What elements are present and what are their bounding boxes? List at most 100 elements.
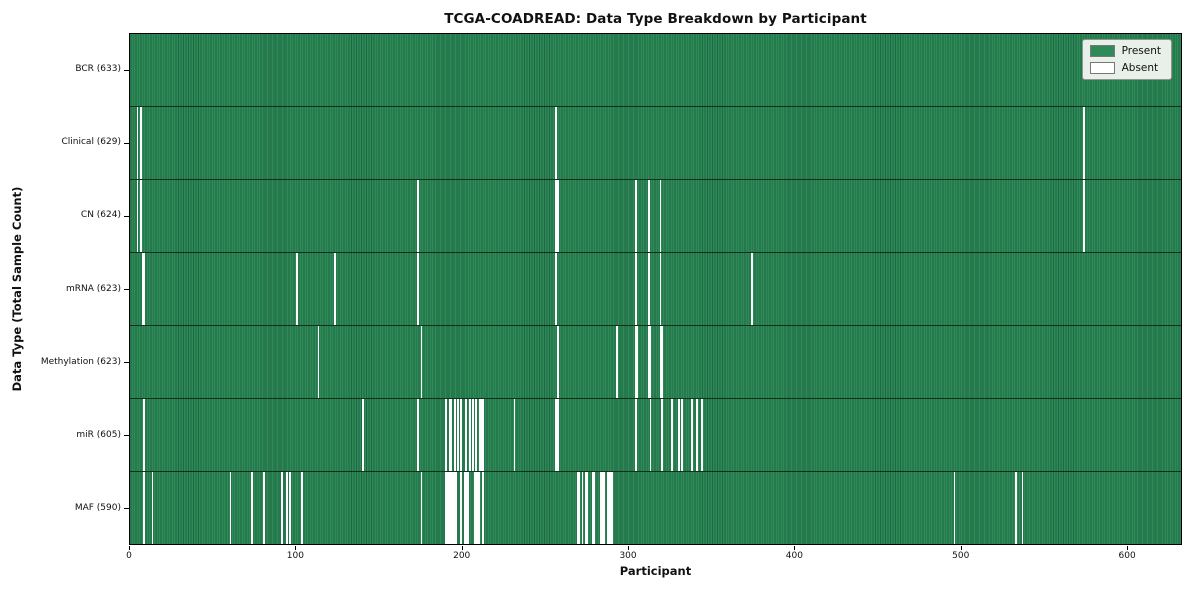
absent-stripe <box>481 399 484 471</box>
absent-stripe <box>576 472 579 544</box>
row-Methylation <box>130 326 1181 399</box>
absent-stripe <box>475 472 478 544</box>
absent-stripe <box>606 472 609 544</box>
absent-stripe <box>586 472 589 544</box>
absent-stripe <box>648 326 650 398</box>
absent-stripe <box>513 399 516 471</box>
ytick-mark <box>124 142 129 144</box>
absent-stripe <box>281 472 283 544</box>
absent-stripe <box>143 253 146 325</box>
absent-stripe <box>556 326 559 398</box>
absent-stripe <box>445 399 448 471</box>
absent-stripe <box>362 399 365 471</box>
absent-stripe <box>701 399 703 471</box>
absent-stripe <box>136 107 139 179</box>
absent-stripe <box>141 253 144 325</box>
xtick-label-600: 600 <box>1118 551 1136 561</box>
ytick-mark <box>124 435 129 437</box>
absent-stripe <box>634 326 637 398</box>
absent-stripe <box>555 399 557 471</box>
legend-label-absent: Absent <box>1121 62 1159 74</box>
absent-stripe <box>460 399 463 471</box>
absent-stripe <box>750 253 753 325</box>
legend-entry-present: Present <box>1089 45 1161 57</box>
ytick-mark <box>124 69 129 71</box>
row-Clinical <box>130 107 1181 180</box>
absent-stripe <box>696 399 698 471</box>
ytick-label-mRNA: mRNA (623) <box>66 283 121 294</box>
xtick-label-500: 500 <box>952 551 970 561</box>
absent-stripe <box>139 107 142 179</box>
present-swatch-icon <box>1089 45 1115 57</box>
absent-stripe <box>463 472 466 544</box>
absent-stripe <box>616 326 619 398</box>
absent-stripe <box>452 472 454 544</box>
plot-area: Present Absent <box>129 33 1182 545</box>
absent-stripe <box>611 472 614 544</box>
heatmap-rows <box>130 34 1181 544</box>
row-BCR <box>130 34 1181 107</box>
absent-stripe <box>420 326 423 398</box>
absent-stripe <box>448 399 451 471</box>
absent-stripe <box>1083 107 1085 179</box>
xtick-mark <box>295 546 297 550</box>
xtick-mark <box>960 546 962 550</box>
absent-stripe <box>465 472 468 544</box>
absent-stripe <box>445 472 448 544</box>
absent-stripe <box>591 472 594 544</box>
absent-stripe <box>296 253 298 325</box>
absent-stripe <box>475 399 478 471</box>
absent-stripe <box>143 472 146 544</box>
absent-stripe <box>251 472 253 544</box>
ytick-mark <box>124 289 129 290</box>
row-CN <box>130 180 1181 253</box>
absent-stripe <box>608 472 610 544</box>
legend-entry-absent: Absent <box>1089 62 1161 74</box>
absent-stripe <box>480 399 483 471</box>
absent-stripe <box>478 472 481 544</box>
absent-stripe <box>417 399 420 471</box>
absent-stripe <box>578 472 581 544</box>
absent-stripe <box>301 472 303 544</box>
xtick-mark <box>461 546 463 550</box>
absent-stripe <box>151 472 154 544</box>
absent-stripe <box>467 472 469 544</box>
absent-stripe <box>262 472 265 544</box>
absent-stripe <box>143 399 146 471</box>
absent-stripe <box>601 472 604 544</box>
absent-stripe <box>455 472 458 544</box>
absent-stripe <box>659 180 662 252</box>
absent-stripe <box>468 399 471 471</box>
ytick-label-Clinical: Clinical (629) <box>61 137 121 148</box>
absent-stripe <box>457 399 459 471</box>
absent-stripe <box>593 472 596 544</box>
absent-stripe <box>473 472 476 544</box>
absent-stripe <box>603 472 605 544</box>
absent-stripe <box>584 472 587 544</box>
absent-stripe <box>634 180 637 252</box>
row-mRNA <box>130 253 1181 326</box>
ytick-label-miR: miR (605) <box>76 429 121 440</box>
absent-stripe <box>671 399 674 471</box>
absent-stripe <box>649 326 652 398</box>
absent-stripe <box>555 180 557 252</box>
xtick-label-300: 300 <box>619 551 637 561</box>
row-MAF <box>130 472 1181 544</box>
absent-stripe <box>417 253 420 325</box>
absent-stripe <box>481 472 484 544</box>
absent-stripe <box>648 180 650 252</box>
xtick-label-100: 100 <box>286 551 304 561</box>
absent-stripe <box>556 180 559 252</box>
absent-stripe <box>636 326 639 398</box>
absent-stripe <box>465 399 468 471</box>
absent-stripe <box>691 399 693 471</box>
absent-stripe <box>139 180 142 252</box>
absent-stripe <box>472 399 474 471</box>
absent-stripe <box>556 399 559 471</box>
absent-stripe <box>649 399 652 471</box>
xtick-mark <box>1127 546 1129 550</box>
absent-stripe <box>555 253 557 325</box>
absent-swatch-icon <box>1089 62 1115 74</box>
xtick-mark <box>628 546 630 550</box>
absent-stripe <box>317 326 320 398</box>
